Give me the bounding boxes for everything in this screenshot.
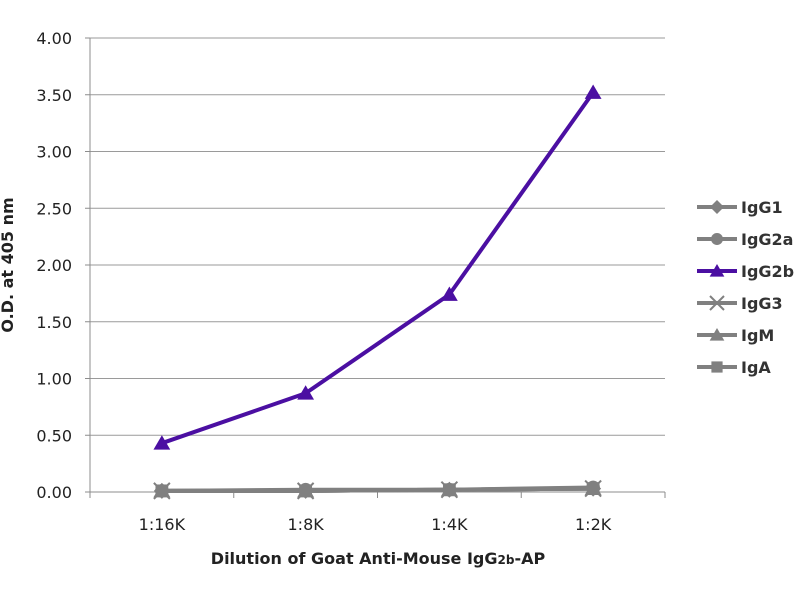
data-point xyxy=(586,482,600,495)
legend-item-igg2b: IgG2b xyxy=(697,262,794,281)
series-igg2b xyxy=(153,84,602,450)
gridlines xyxy=(90,37,665,436)
data-point xyxy=(584,84,602,99)
legend-label: IgG1 xyxy=(741,198,783,217)
legend-marker xyxy=(710,200,724,214)
legend-item-iga: IgA xyxy=(697,358,771,377)
legend-label: IgM xyxy=(741,326,774,345)
y-tick-label: 0.50 xyxy=(36,426,72,445)
axes: 0.00 0.50 1.00 1.50 2.00 2.50 3.00 3.50 4.00 1:16… xyxy=(36,29,666,534)
legend-item-igm: IgM xyxy=(697,326,774,345)
data-point xyxy=(442,483,456,497)
legend-marker xyxy=(711,361,723,373)
legend-marker xyxy=(709,295,725,311)
data-point xyxy=(299,484,313,498)
x-tick-label: 1:4K xyxy=(431,515,468,534)
x-axis-title-subscript: 2b xyxy=(498,553,515,567)
legend-marker xyxy=(709,328,725,341)
x-tick-label: 1:2K xyxy=(575,515,612,534)
legend-item-igg1: IgG1 xyxy=(697,198,783,217)
legend-marker xyxy=(709,264,725,277)
series-line xyxy=(161,486,594,493)
y-tick-label: 2.50 xyxy=(36,199,72,218)
y-tick-label: 3.00 xyxy=(36,143,72,162)
series-line xyxy=(161,91,595,446)
legend-label: IgG3 xyxy=(741,294,783,313)
data-point xyxy=(297,385,315,400)
x-axis-title-suffix: -AP xyxy=(514,549,545,568)
series xyxy=(153,84,602,500)
data-point xyxy=(440,286,458,301)
x-tick-label: 1:16K xyxy=(139,515,186,534)
legend: IgG1 IgG2a IgG2b IgG3 IgM IgA xyxy=(697,198,794,377)
y-tick-label: 1.00 xyxy=(36,370,72,389)
y-tick-label: 0.00 xyxy=(36,483,72,502)
legend-label: IgA xyxy=(741,358,771,377)
legend-label: IgG2b xyxy=(741,262,794,281)
series-iga xyxy=(155,482,600,498)
x-axis-title-main: Dilution of Goat Anti-Mouse IgG xyxy=(211,549,498,568)
y-tick-label: 4.00 xyxy=(36,29,72,48)
y-tick-label: 2.00 xyxy=(36,256,72,275)
data-point xyxy=(155,484,169,498)
y-tick-label: 1.50 xyxy=(36,313,72,332)
legend-item-igg2a: IgG2a xyxy=(697,230,793,249)
x-tick-label: 1:8K xyxy=(288,515,325,534)
legend-item-igg3: IgG3 xyxy=(697,294,783,313)
legend-marker xyxy=(711,233,723,245)
data-point xyxy=(153,435,171,450)
y-tick-label: 3.50 xyxy=(36,86,72,105)
y-axis-title: O.D. at 405 nm xyxy=(0,197,17,332)
x-axis-title: Dilution of Goat Anti-Mouse IgG2b-AP xyxy=(211,549,546,568)
legend-label: IgG2a xyxy=(741,230,793,249)
